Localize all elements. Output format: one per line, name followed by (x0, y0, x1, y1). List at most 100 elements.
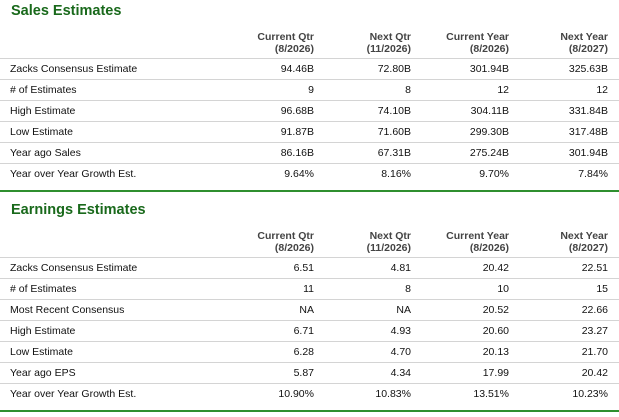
cell-value: 22.51 (581, 262, 608, 274)
cell-value: 21.70 (581, 346, 608, 358)
cell-value: 17.99 (482, 367, 509, 379)
earnings-col-header-current-year: Current Year (8/2026) (389, 230, 509, 254)
earnings-col-header-next-year: Next Year (8/2027) (488, 230, 608, 254)
earnings-estimates-title: Earnings Estimates (11, 202, 146, 218)
cell-value: 6.28 (293, 346, 314, 358)
sales-col-header-line1: Current Year (446, 31, 509, 43)
sales-col-header-line1: Next Year (560, 31, 608, 43)
table-row: Most Recent Consensus NA NA 20.52 22.66 (0, 300, 619, 321)
row-label: # of Estimates (10, 84, 77, 96)
cell-value: 20.42 (581, 367, 608, 379)
earnings-col-header-line2: (8/2026) (274, 242, 314, 254)
cell-value: 20.52 (482, 304, 509, 316)
cell-value: 8 (405, 84, 411, 96)
earnings-col-header-line1: Current Year (446, 230, 509, 242)
row-label: High Estimate (10, 325, 76, 337)
earnings-col-header-line2: (8/2027) (568, 242, 608, 254)
cell-value: 10.90% (278, 388, 314, 400)
cell-value: 299.30B (469, 126, 509, 138)
cell-value: 9.70% (479, 168, 509, 180)
cell-value: 15 (596, 283, 608, 295)
cell-value: 331.84B (568, 105, 608, 117)
sales-estimates-section: Sales Estimates Current Qtr (8/2026) Nex… (0, 0, 619, 193)
cell-value: 96.68B (280, 105, 314, 117)
sales-col-header-next-year: Next Year (8/2027) (488, 31, 608, 55)
cell-value: 86.16B (280, 147, 314, 159)
sales-table-body: Zacks Consensus Estimate 94.46B 72.80B 3… (0, 58, 619, 184)
cell-value: 9.64% (284, 168, 314, 180)
cell-value: 9 (308, 84, 314, 96)
row-label: # of Estimates (10, 283, 77, 295)
table-row: Year ago EPS 5.87 4.34 17.99 20.42 (0, 363, 619, 384)
section-divider (0, 190, 619, 192)
cell-value: 12 (596, 84, 608, 96)
row-label: Year over Year Growth Est. (10, 388, 137, 400)
table-row: Year ago Sales 86.16B 67.31B 275.24B 301… (0, 143, 619, 164)
cell-value: 13.51% (473, 388, 509, 400)
table-row: # of Estimates 11 8 10 15 (0, 279, 619, 300)
earnings-col-header-current-qtr: Current Qtr (8/2026) (194, 230, 314, 254)
cell-value: 67.31B (377, 147, 411, 159)
row-label: Low Estimate (10, 346, 74, 358)
sales-header-row: Current Qtr (8/2026) Next Qtr (11/2026) … (0, 31, 619, 57)
sales-col-header-line1: Next Qtr (369, 31, 411, 43)
earnings-col-header-next-qtr: Next Qtr (11/2026) (291, 230, 411, 254)
sales-col-header-current-year: Current Year (8/2026) (389, 31, 509, 55)
table-row: Zacks Consensus Estimate 94.46B 72.80B 3… (0, 59, 619, 80)
sales-col-header-line2: (8/2026) (274, 43, 314, 55)
table-row: Low Estimate 6.28 4.70 20.13 21.70 (0, 342, 619, 363)
sales-col-header-line2: (11/2026) (366, 43, 411, 55)
earnings-col-header-line2: (11/2026) (366, 242, 411, 254)
cell-value: 5.87 (293, 367, 314, 379)
earnings-col-header-line1: Next Year (560, 230, 608, 242)
cell-value: 4.93 (390, 325, 411, 337)
cell-value: 4.34 (390, 367, 411, 379)
sales-col-header-next-qtr: Next Qtr (11/2026) (291, 31, 411, 55)
row-label: High Estimate (10, 105, 76, 117)
table-row: Year over Year Growth Est. 10.90% 10.83%… (0, 384, 619, 404)
earnings-table-body: Zacks Consensus Estimate 6.51 4.81 20.42… (0, 257, 619, 404)
earnings-estimates-section: Earnings Estimates Current Qtr (8/2026) … (0, 199, 619, 417)
cell-value: 10.23% (572, 388, 608, 400)
cell-value: NA (396, 304, 411, 316)
row-label: Most Recent Consensus (10, 304, 125, 316)
row-label: Zacks Consensus Estimate (10, 262, 138, 274)
cell-value: 8.16% (381, 168, 411, 180)
cell-value: 301.94B (568, 147, 608, 159)
sales-col-header-line1: Current Qtr (257, 31, 314, 43)
table-row: High Estimate 96.68B 74.10B 304.11B 331.… (0, 101, 619, 122)
sales-col-header-line2: (8/2026) (469, 43, 509, 55)
cell-value: 23.27 (581, 325, 608, 337)
cell-value: 8 (405, 283, 411, 295)
table-row: Zacks Consensus Estimate 6.51 4.81 20.42… (0, 258, 619, 279)
table-row: Year over Year Growth Est. 9.64% 8.16% 9… (0, 164, 619, 184)
cell-value: 22.66 (581, 304, 608, 316)
cell-value: 317.48B (568, 126, 608, 138)
earnings-col-header-line1: Current Qtr (257, 230, 314, 242)
cell-value: 6.51 (293, 262, 314, 274)
cell-value: 20.42 (482, 262, 509, 274)
cell-value: NA (299, 304, 314, 316)
table-row: High Estimate 6.71 4.93 20.60 23.27 (0, 321, 619, 342)
cell-value: 304.11B (470, 105, 509, 117)
cell-value: 74.10B (377, 105, 411, 117)
section-divider (0, 410, 619, 412)
table-row: Low Estimate 91.87B 71.60B 299.30B 317.4… (0, 122, 619, 143)
cell-value: 71.60B (377, 126, 411, 138)
cell-value: 10.83% (375, 388, 411, 400)
table-row: # of Estimates 9 8 12 12 (0, 80, 619, 101)
cell-value: 7.84% (578, 168, 608, 180)
cell-value: 325.63B (568, 63, 608, 75)
cell-value: 20.13 (482, 346, 509, 358)
earnings-header-row: Current Qtr (8/2026) Next Qtr (11/2026) … (0, 230, 619, 256)
cell-value: 301.94B (469, 63, 509, 75)
cell-value: 11 (303, 283, 314, 295)
row-label: Year ago Sales (10, 147, 81, 159)
sales-col-header-current-qtr: Current Qtr (8/2026) (194, 31, 314, 55)
row-label: Low Estimate (10, 126, 74, 138)
cell-value: 72.80B (377, 63, 411, 75)
cell-value: 275.24B (469, 147, 509, 159)
row-label: Year over Year Growth Est. (10, 168, 137, 180)
cell-value: 20.60 (482, 325, 509, 337)
earnings-col-header-line1: Next Qtr (369, 230, 411, 242)
